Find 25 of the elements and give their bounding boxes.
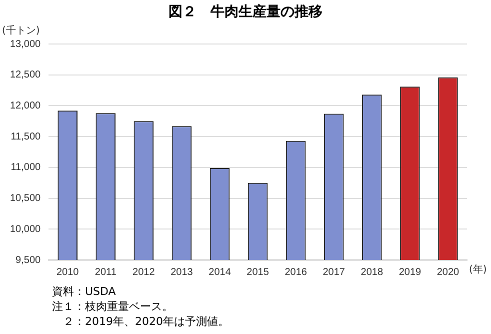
y-tick-label: 11,000 xyxy=(10,162,42,174)
y-tick-label: 13,000 xyxy=(10,38,42,50)
x-tick-label: 2014 xyxy=(208,266,232,278)
y-tick-label: 9,500 xyxy=(16,254,42,266)
y-tick-label: 11,500 xyxy=(10,131,42,142)
text: 注１：枝肉重量ベース。 xyxy=(52,299,174,314)
x-tick-label: 2011 xyxy=(94,266,117,278)
y-tick-label: 12,000 xyxy=(10,100,42,112)
x-tick-label: 2010 xyxy=(56,266,80,278)
y-axis-title: (千トン) xyxy=(2,24,40,37)
x-tick-label: 2017 xyxy=(322,266,346,278)
x-tick-label: 2016 xyxy=(284,266,308,278)
x-tick-label: 2018 xyxy=(360,266,384,278)
chart-title: 図２ 牛肉生産量の推移 xyxy=(168,2,324,22)
x-tick-label: 2015 xyxy=(246,266,270,278)
y-tick-label: 12,500 xyxy=(10,70,42,81)
x-tick-label: 2019 xyxy=(398,266,422,278)
y-tick-label: 10,500 xyxy=(10,193,42,204)
text: ２：2019年、2020年は予測値。 xyxy=(62,314,230,329)
x-tick-label: 2013 xyxy=(170,266,194,278)
x-tick-label: 2020 xyxy=(436,266,460,278)
text: 資料：USDA xyxy=(52,284,117,299)
x-axis-title: (年) xyxy=(469,264,487,276)
x-tick-label: 2012 xyxy=(132,266,156,278)
y-tick-label: 10,000 xyxy=(10,224,42,235)
